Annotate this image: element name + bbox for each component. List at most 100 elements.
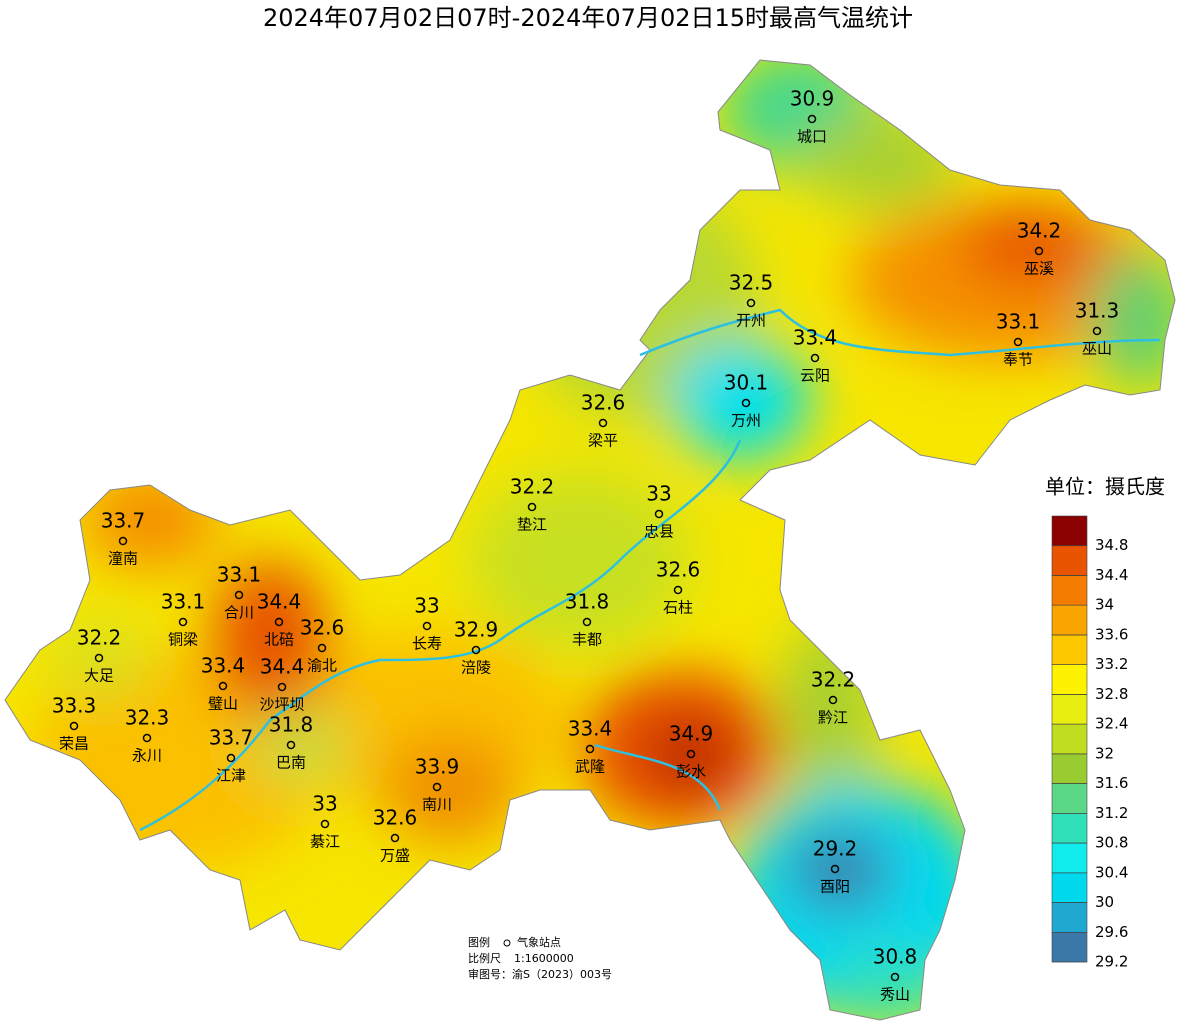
station: 30.8 秀山 bbox=[873, 945, 918, 1004]
station-marker bbox=[432, 782, 442, 792]
station-value: 32.6 bbox=[373, 806, 418, 830]
station-marker bbox=[890, 972, 900, 982]
station-symbol bbox=[503, 939, 511, 947]
station-name: 江津 bbox=[216, 767, 246, 785]
station-name: 荣昌 bbox=[59, 735, 89, 753]
station: 32.6 石柱 bbox=[656, 558, 701, 617]
station: 32.6 万盛 bbox=[373, 806, 418, 865]
station: 32.3 永川 bbox=[125, 706, 170, 765]
station: 31.8 巴南 bbox=[269, 713, 314, 772]
colorbar-segment bbox=[1051, 931, 1088, 963]
station-value: 33 bbox=[646, 482, 671, 506]
station-value: 32.6 bbox=[656, 558, 701, 582]
station-value: 33 bbox=[414, 594, 439, 618]
station-value: 34.2 bbox=[1017, 219, 1062, 243]
station-value: 33.1 bbox=[217, 563, 262, 587]
colorbar-tick-label: 31.2 bbox=[1095, 804, 1128, 822]
station-value: 33.4 bbox=[793, 326, 838, 350]
station-marker bbox=[830, 864, 840, 874]
boundary bbox=[4, 59, 1176, 1021]
colorbar-tick-label: 29.2 bbox=[1095, 953, 1128, 971]
station-name: 永川 bbox=[132, 747, 162, 765]
station-value: 31.3 bbox=[1075, 299, 1120, 323]
station-marker bbox=[1034, 246, 1044, 256]
station: 32.2 垫江 bbox=[510, 475, 555, 534]
station-value: 32.6 bbox=[300, 616, 345, 640]
station: 32.2 大足 bbox=[77, 626, 122, 685]
colorbar-segment bbox=[1051, 902, 1088, 933]
station: 34.4 沙坪坝 bbox=[259, 655, 304, 714]
station-value: 32.2 bbox=[811, 668, 856, 692]
station-name: 垫江 bbox=[517, 516, 547, 534]
station-marker bbox=[226, 753, 236, 763]
station-name: 铜梁 bbox=[168, 631, 198, 649]
colorbar-tick-label: 32.8 bbox=[1095, 685, 1128, 703]
colorbar-segment bbox=[1051, 664, 1088, 695]
station-value: 33.7 bbox=[101, 509, 146, 533]
colorbar-segment bbox=[1051, 634, 1088, 665]
station: 34.2 巫溪 bbox=[1017, 219, 1062, 278]
station-name: 南川 bbox=[422, 796, 452, 814]
colorbar-tick-label: 34.4 bbox=[1095, 566, 1128, 584]
map-notes: 图例 气象站点 比例尺 1:1600000 审图号：渝S（2023）003号 bbox=[468, 935, 612, 981]
station: 32.6 渝北 bbox=[300, 616, 345, 675]
station-value: 30.8 bbox=[873, 945, 918, 969]
colorbar-segment bbox=[1051, 515, 1088, 547]
station-name: 巫溪 bbox=[1024, 260, 1054, 278]
station-name: 沙坪坝 bbox=[259, 696, 304, 714]
station-marker bbox=[527, 502, 537, 512]
colorbar-tick-label: 31.6 bbox=[1095, 774, 1128, 792]
station-marker bbox=[178, 617, 188, 627]
station-marker bbox=[286, 740, 296, 750]
station-name: 秀山 bbox=[880, 986, 910, 1004]
station-marker bbox=[218, 681, 228, 691]
station-value: 34.4 bbox=[257, 590, 302, 614]
colorbar-segment bbox=[1051, 872, 1088, 903]
station-marker bbox=[390, 833, 400, 843]
colorbar-tick-label: 34 bbox=[1095, 596, 1114, 614]
station: 33.4 云阳 bbox=[793, 326, 838, 385]
station-name: 合川 bbox=[224, 604, 254, 622]
station-marker bbox=[471, 645, 481, 655]
colorbar-tick-label: 30.4 bbox=[1095, 863, 1128, 881]
station-name: 黔江 bbox=[818, 709, 848, 727]
station-value: 32.5 bbox=[729, 271, 774, 295]
station: 33.7 潼南 bbox=[101, 509, 146, 568]
station-name: 城口 bbox=[797, 128, 827, 146]
station-name: 涪陵 bbox=[461, 659, 491, 677]
colorbar-segment bbox=[1051, 545, 1088, 576]
station-marker bbox=[810, 353, 820, 363]
station-name: 梁平 bbox=[588, 432, 618, 450]
station-name: 巴南 bbox=[276, 754, 306, 772]
colorbar-tick-label: 34.8 bbox=[1095, 536, 1128, 554]
station-name: 开州 bbox=[736, 312, 766, 330]
station: 33.1 铜梁 bbox=[161, 590, 206, 649]
station-marker bbox=[1013, 337, 1023, 347]
station-name: 武隆 bbox=[575, 758, 605, 776]
station-value: 34.4 bbox=[260, 655, 305, 679]
station-label: 气象站点 bbox=[517, 935, 561, 949]
station-value: 33.3 bbox=[52, 694, 97, 718]
station-name: 万盛 bbox=[380, 847, 410, 865]
scale-label: 比例尺 bbox=[468, 951, 501, 965]
station-marker bbox=[142, 733, 152, 743]
station-marker bbox=[673, 585, 683, 595]
station-name: 长寿 bbox=[412, 635, 442, 653]
station-marker bbox=[118, 536, 128, 546]
station-value: 32.9 bbox=[454, 618, 499, 642]
colorbar-segment bbox=[1051, 842, 1088, 874]
station: 30.9 城口 bbox=[790, 87, 835, 146]
station-value: 30.9 bbox=[790, 87, 835, 111]
station-name: 巫山 bbox=[1082, 340, 1112, 358]
station-value: 33.9 bbox=[415, 755, 460, 779]
station-value: 33.4 bbox=[201, 654, 246, 678]
station-marker bbox=[828, 695, 838, 705]
station-value: 33.1 bbox=[161, 590, 206, 614]
station-name: 渝北 bbox=[307, 657, 337, 675]
station-marker bbox=[69, 721, 79, 731]
station: 31.3 巫山 bbox=[1075, 299, 1120, 358]
station: 33.4 璧山 bbox=[201, 654, 246, 713]
station: 33.3 荣昌 bbox=[52, 694, 97, 753]
colorbar-segment bbox=[1051, 783, 1088, 814]
